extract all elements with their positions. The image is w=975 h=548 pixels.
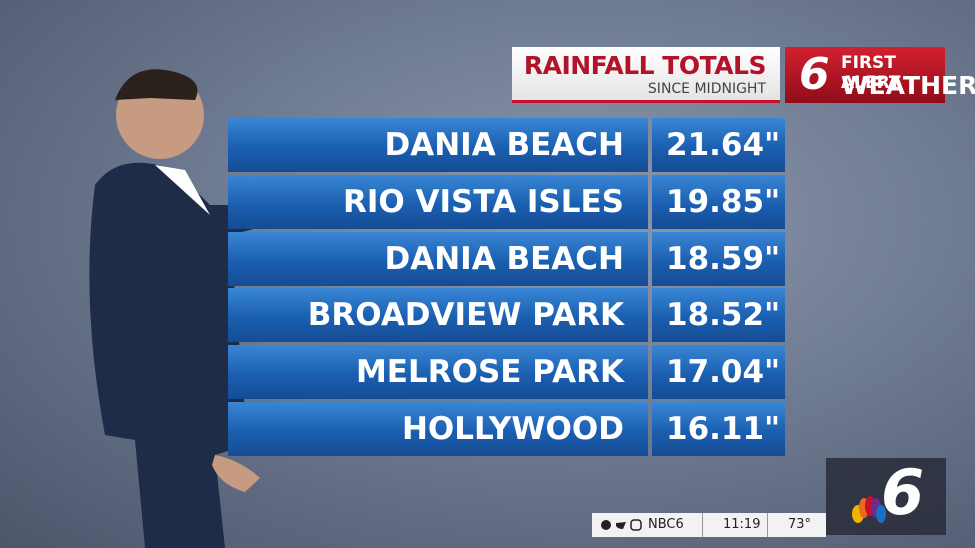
- location: MELROSE PARK: [228, 345, 648, 400]
- title: RAINFALL TOTALS: [523, 51, 767, 80]
- presenter-shirt: [155, 165, 210, 215]
- ticker-bar: NBC6 11:19 73°: [592, 513, 826, 537]
- title-box: RAINFALL TOTALS SINCE MIDNIGHT: [512, 47, 780, 103]
- rainfall-amount: 21.64": [652, 118, 785, 172]
- location: DANIA BEACH: [228, 231, 648, 286]
- rainfall-amount: 18.59": [652, 231, 785, 286]
- logo-number: 6: [881, 456, 925, 529]
- rainfall-amount: 17.04": [652, 345, 785, 400]
- table-row: DANIA BEACH 18.59": [228, 231, 785, 286]
- location: DANIA BEACH: [228, 118, 648, 172]
- ticker-handle: NBC6: [648, 517, 684, 532]
- table-row: MELROSE PARK 17.04": [228, 345, 785, 400]
- brand-line: FIRST ALERT: [841, 53, 901, 93]
- presenter-suit: [89, 162, 270, 548]
- brand-logo: 6 FIRST ALERT WEATHER: [785, 47, 975, 103]
- social-icons: [601, 519, 642, 531]
- logo-number: 6: [799, 49, 830, 100]
- peacock: [852, 496, 886, 523]
- rainfall-amount: 18.52": [652, 288, 785, 343]
- rainfall-amount: 16.11": [652, 402, 785, 456]
- location: BROADVIEW PARK: [228, 288, 648, 343]
- subtitle: SINCE MIDNIGHT: [647, 81, 766, 97]
- corner-logo: 6: [826, 456, 946, 535]
- table-row: BROADVIEW PARK 18.52": [228, 288, 785, 343]
- rainfall-amount: 19.85": [652, 174, 785, 229]
- presenter-hand: [212, 455, 260, 492]
- location: RIO VISTA ISLES: [228, 174, 648, 229]
- ticker-temperature: 73°: [767, 513, 811, 537]
- table-row: DANIA BEACH 21.64": [228, 118, 785, 172]
- location: HOLLYWOOD: [228, 402, 648, 456]
- brand-line: WEATHER: [841, 71, 975, 100]
- table-row: RIO VISTA ISLES 19.85": [228, 174, 785, 229]
- ticker-time: 11:19: [702, 513, 760, 537]
- table-row: HOLLYWOOD 16.11": [228, 402, 785, 456]
- presenter-hair: [115, 69, 198, 100]
